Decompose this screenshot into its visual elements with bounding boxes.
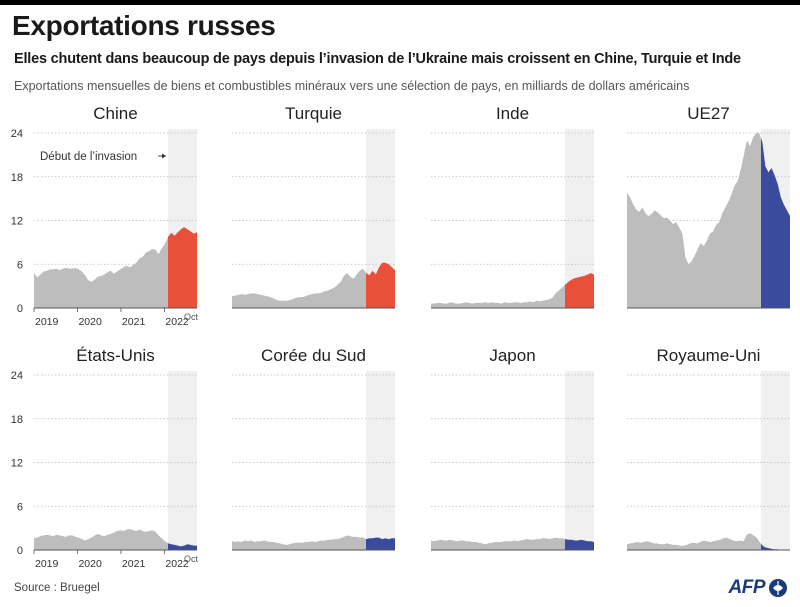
x-tick-label: 2022 (165, 558, 189, 570)
y-tick-label: 0 (17, 303, 23, 315)
y-tick-label: 24 (11, 128, 23, 140)
area-pre-invasion (34, 237, 168, 308)
afp-logo: AFP (729, 577, 789, 599)
source-note: Source : Bruegel (14, 582, 100, 594)
y-tick-label: 6 (17, 259, 23, 271)
area-post-invasion (168, 227, 197, 308)
panel-title: Chine (93, 104, 137, 123)
chart-description: Exportations mensuelles de biens et comb… (14, 79, 690, 93)
area-post-invasion (366, 262, 395, 308)
area-pre-invasion (431, 537, 565, 550)
x-tick-label: Oct (184, 554, 199, 564)
x-tick-label: 2021 (122, 558, 146, 570)
area-post-invasion (761, 138, 790, 308)
y-tick-label: 6 (17, 501, 23, 513)
area-pre-invasion (232, 268, 366, 308)
x-tick-label: Oct (184, 312, 199, 322)
area-pre-invasion (627, 133, 761, 308)
y-tick-label: 18 (11, 172, 23, 184)
panel-title: États-Unis (76, 346, 154, 365)
x-tick-label: 2020 (78, 316, 102, 328)
panel-title: Royaume-Uni (657, 346, 761, 365)
x-tick-label: 2021 (122, 316, 146, 328)
area-post-invasion (366, 537, 395, 550)
top-rule (0, 0, 800, 5)
page-subtitle: Elles chutent dans beaucoup de pays depu… (14, 51, 741, 67)
y-tick-label: 12 (11, 458, 23, 470)
area-post-invasion (168, 543, 197, 550)
x-tick-label: 2019 (35, 316, 59, 328)
y-tick-label: 24 (11, 370, 23, 382)
invasion-band (168, 371, 197, 550)
afp-logo-text: AFP (728, 577, 766, 598)
panel-title: Turquie (285, 104, 342, 123)
panel-title: Corée du Sud (261, 346, 366, 365)
area-pre-invasion (627, 533, 761, 550)
annotation-arrow-head (162, 153, 167, 159)
panel-title: Japon (489, 346, 535, 365)
x-tick-label: 2022 (165, 316, 189, 328)
panel-title: Inde (496, 104, 529, 123)
y-tick-label: 12 (11, 216, 23, 228)
x-tick-label: 2019 (35, 558, 59, 570)
area-post-invasion (761, 543, 790, 550)
area-post-invasion (565, 273, 594, 308)
invasion-band (366, 371, 395, 550)
invasion-annotation: Début de l’invasion (40, 151, 137, 163)
area-post-invasion (565, 539, 594, 550)
area-pre-invasion (34, 528, 168, 550)
x-tick-label: 2020 (78, 558, 102, 570)
y-tick-label: 0 (17, 545, 23, 557)
globe-icon (769, 579, 787, 597)
invasion-band (565, 371, 594, 550)
page-title: Exportations russes (12, 10, 276, 41)
area-pre-invasion (232, 535, 366, 550)
invasion-band (761, 371, 790, 550)
area-pre-invasion (431, 284, 565, 308)
panel-title: UE27 (687, 104, 730, 123)
y-tick-label: 18 (11, 414, 23, 426)
